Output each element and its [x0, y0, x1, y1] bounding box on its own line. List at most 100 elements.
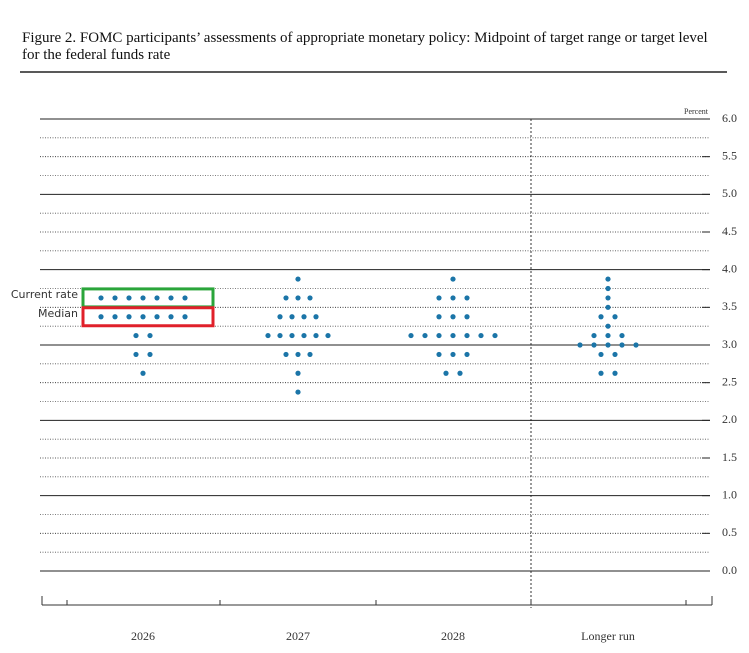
- dot: [591, 332, 597, 339]
- dot: [133, 351, 139, 358]
- dot: [301, 332, 307, 339]
- dot: [265, 332, 271, 339]
- y-tick-label: 2.5: [722, 374, 737, 388]
- dot: [307, 351, 313, 358]
- dot: [605, 285, 611, 292]
- dot: [126, 314, 132, 320]
- x-tick-label: 2026: [131, 629, 155, 643]
- dot: [295, 370, 301, 376]
- dot: [457, 370, 463, 376]
- dot: [605, 323, 611, 329]
- dot: [295, 389, 301, 395]
- dot: [605, 276, 611, 282]
- dot: [612, 351, 618, 358]
- x-tick-label: 2027: [286, 629, 310, 643]
- dot: [464, 351, 470, 358]
- dot: [591, 342, 597, 348]
- y-tick-label: 2.0: [722, 412, 737, 426]
- dot: [612, 370, 618, 376]
- dot: [295, 351, 301, 358]
- dot: [126, 295, 132, 301]
- dot: [436, 295, 442, 301]
- dot: [464, 295, 470, 301]
- y-tick-label: 0.0: [722, 563, 737, 577]
- dot: [147, 332, 153, 339]
- dot: [605, 295, 611, 301]
- dot: [168, 314, 174, 320]
- dot: [492, 332, 498, 339]
- dot: [443, 370, 449, 376]
- dot: [408, 332, 414, 339]
- dot: [464, 314, 470, 320]
- dot: [154, 295, 160, 301]
- dot: [598, 351, 604, 358]
- dot: [633, 342, 639, 348]
- y-tick-label: 5.0: [722, 186, 737, 200]
- dot: [98, 295, 104, 301]
- dot: [289, 332, 295, 339]
- dot: [436, 314, 442, 320]
- x-axis: [41, 596, 713, 606]
- y-tick-label: 3.0: [722, 337, 737, 351]
- annotation-box: [81, 306, 215, 328]
- dot: [182, 314, 188, 320]
- dot: [168, 295, 174, 301]
- dot: [450, 314, 456, 320]
- x-tick-label: Longer run: [581, 629, 635, 643]
- dot: [450, 332, 456, 339]
- dot: [598, 314, 604, 320]
- dot: [301, 314, 307, 320]
- y-tick-label: 6.0: [722, 111, 737, 125]
- dot: [295, 276, 301, 282]
- dot: [289, 314, 295, 320]
- y-axis-label: Percent: [684, 107, 709, 116]
- dot: [619, 342, 625, 348]
- dot: [140, 314, 146, 320]
- annotation-label: Current rate: [11, 288, 78, 301]
- annotation-label: Median: [38, 307, 78, 320]
- y-tick-label: 4.5: [722, 224, 737, 238]
- x-tick-label: 2028: [441, 629, 465, 643]
- dot: [605, 332, 611, 339]
- y-tick-label: 5.5: [722, 148, 737, 162]
- dot: [450, 351, 456, 358]
- dot: [307, 295, 313, 301]
- dot: [325, 332, 331, 339]
- dot: [154, 314, 160, 320]
- dot: [283, 295, 289, 301]
- dot: [277, 332, 283, 339]
- dot: [422, 332, 428, 339]
- dot: [450, 295, 456, 301]
- dot: [283, 351, 289, 358]
- dot: [478, 332, 484, 339]
- dot: [612, 314, 618, 320]
- dot: [464, 332, 470, 339]
- y-tick-label: 1.5: [722, 450, 737, 464]
- dot: [295, 295, 301, 301]
- dot: [619, 332, 625, 339]
- dot: [112, 295, 118, 301]
- dot: [182, 295, 188, 301]
- dot: [277, 314, 283, 320]
- dot: [112, 314, 118, 320]
- y-tick-label: 0.5: [722, 525, 737, 539]
- dot: [598, 370, 604, 376]
- dot: [436, 351, 442, 358]
- dot: [450, 276, 456, 282]
- dot: [147, 351, 153, 358]
- dot: [140, 295, 146, 301]
- dot: [133, 332, 139, 339]
- y-tick-label: 3.5: [722, 299, 737, 313]
- chart-title: Figure 2. FOMC participants’ assessments…: [22, 30, 708, 63]
- dot: [577, 342, 583, 348]
- dot: [313, 314, 319, 320]
- dot: [98, 314, 104, 320]
- y-tick-label: 4.0: [722, 261, 737, 275]
- dot: [605, 342, 611, 348]
- dot: [140, 370, 146, 376]
- y-tick-label: 1.0: [722, 487, 737, 501]
- dot: [436, 332, 442, 339]
- dot: [605, 304, 611, 310]
